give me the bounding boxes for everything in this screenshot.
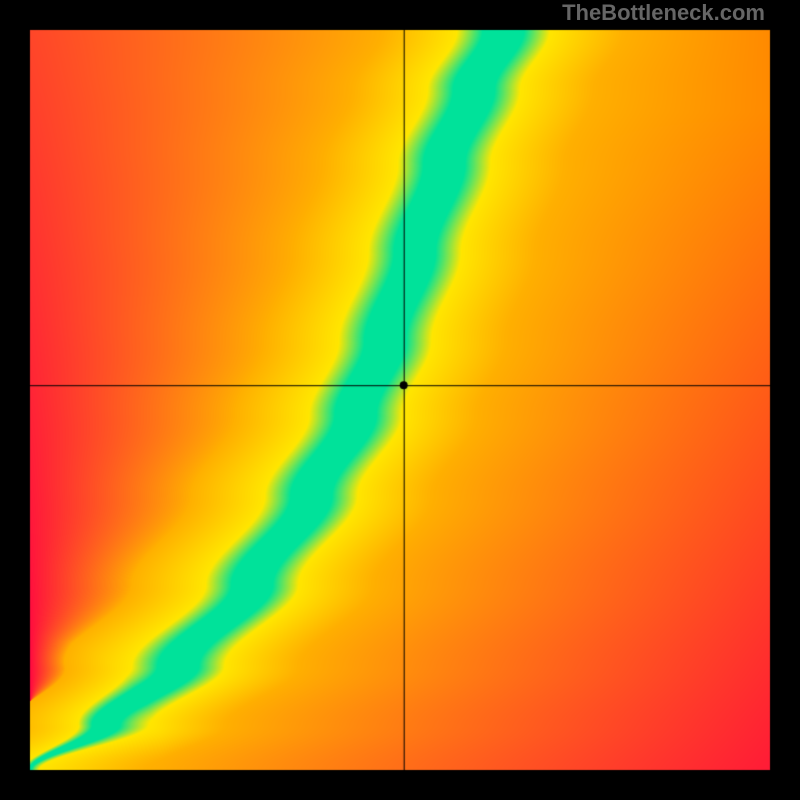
chart-container: TheBottleneck.com	[0, 0, 800, 800]
watermark-text: TheBottleneck.com	[562, 0, 765, 26]
heatmap-canvas	[0, 0, 800, 800]
